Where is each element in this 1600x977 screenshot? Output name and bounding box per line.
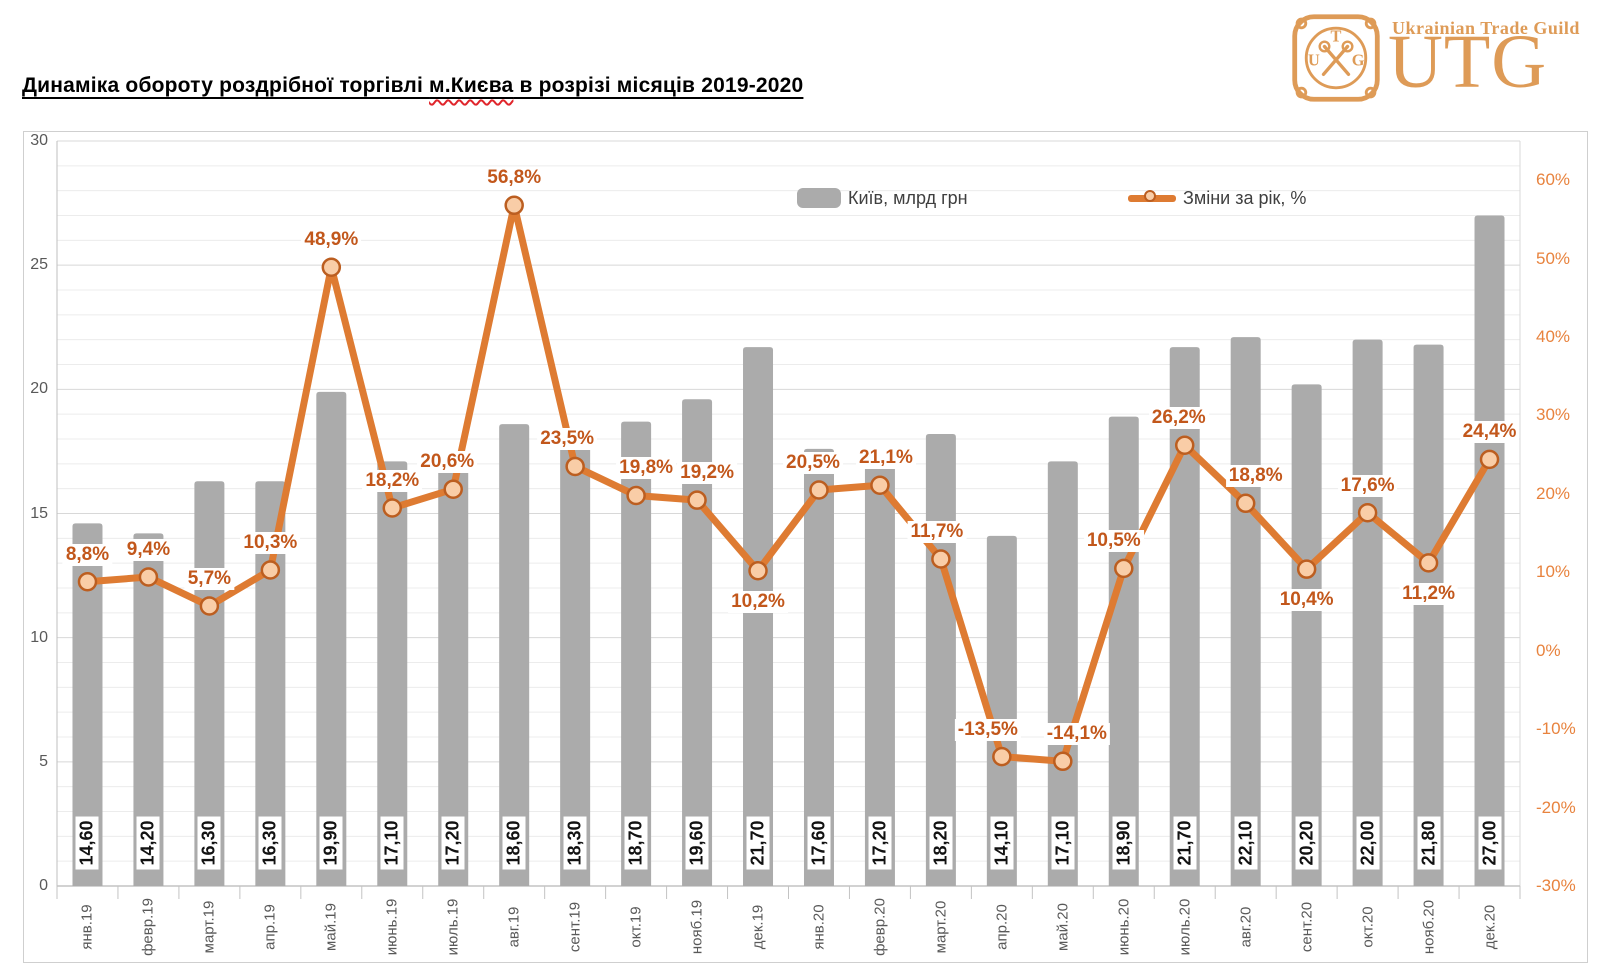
trend-marker bbox=[260, 560, 281, 580]
trend-marker bbox=[1296, 559, 1317, 579]
title-prefix: Динаміка обороту роздрібної торгівлі bbox=[22, 74, 430, 97]
legend-bar-swatch bbox=[797, 188, 841, 208]
legend-line-swatch bbox=[1128, 188, 1176, 208]
bar bbox=[986, 535, 1017, 886]
bar bbox=[316, 391, 347, 886]
bar bbox=[438, 458, 469, 886]
bar bbox=[377, 461, 408, 886]
trend-marker bbox=[687, 490, 707, 510]
trend-marker bbox=[1174, 435, 1195, 456]
trend-marker bbox=[77, 571, 98, 592]
trend-marker bbox=[870, 475, 890, 496]
trend-marker bbox=[1479, 449, 1500, 470]
page-title: Динаміка обороту роздрібної торгівлі м.К… bbox=[22, 74, 803, 98]
bar bbox=[499, 424, 530, 886]
legend-line-marker-icon bbox=[1144, 190, 1156, 202]
bar bbox=[1352, 339, 1383, 887]
bar bbox=[72, 523, 103, 886]
trend-marker bbox=[748, 560, 768, 581]
trend-line bbox=[83, 201, 1494, 765]
emblem-letter-t: T bbox=[1331, 27, 1342, 46]
trend-marker bbox=[626, 485, 646, 506]
logo-abbrev: UTG bbox=[1388, 20, 1548, 104]
trend-marker bbox=[199, 596, 220, 616]
bar bbox=[1413, 344, 1444, 887]
bar bbox=[255, 481, 286, 886]
bar bbox=[682, 399, 713, 886]
trend-marker bbox=[1235, 493, 1256, 514]
logo-guild-text: Ukrainian Trade Guild bbox=[1392, 18, 1580, 38]
bar bbox=[1169, 347, 1200, 886]
bar bbox=[621, 421, 652, 886]
legend-bar-label: Київ, млрд грн bbox=[848, 187, 968, 208]
legend-line-label: Зміни за рік, % bbox=[1183, 187, 1307, 208]
trend-marker bbox=[382, 498, 403, 518]
trend-marker bbox=[321, 257, 342, 278]
bar bbox=[743, 347, 774, 886]
trend-marker bbox=[1357, 502, 1378, 523]
bar bbox=[864, 458, 895, 886]
bar bbox=[1474, 215, 1505, 886]
trend-marker bbox=[443, 479, 463, 499]
bar bbox=[1291, 384, 1322, 886]
trend-marker bbox=[1053, 751, 1073, 772]
legend-item-bars: Київ, млрд грн bbox=[797, 187, 968, 209]
title-spellcheck-word: м.Києва bbox=[429, 74, 514, 97]
trend-marker bbox=[138, 567, 159, 587]
bar bbox=[925, 434, 956, 886]
bar bbox=[1047, 461, 1078, 886]
emblem-letter-g: G bbox=[1352, 51, 1365, 70]
trend-marker bbox=[992, 746, 1012, 767]
utg-logo: T U G Ukrainian Trade Guild UTG bbox=[1288, 8, 1588, 108]
trend-marker bbox=[565, 456, 585, 477]
bar bbox=[133, 533, 164, 886]
bar bbox=[560, 431, 591, 886]
bar bbox=[194, 481, 225, 886]
utg-emblem-icon: T U G bbox=[1292, 14, 1380, 102]
title-suffix: в розрізі місяців 2019-2020 bbox=[513, 74, 804, 97]
legend-item-line: Зміни за рік, % bbox=[1128, 187, 1306, 209]
emblem-letter-u: U bbox=[1308, 51, 1320, 70]
trend-marker bbox=[1114, 558, 1134, 579]
bar bbox=[1108, 416, 1139, 886]
bar bbox=[1230, 337, 1261, 886]
trend-marker bbox=[931, 549, 951, 569]
trend-marker bbox=[809, 480, 829, 500]
bar bbox=[803, 448, 834, 886]
trend-marker bbox=[1418, 553, 1439, 573]
trend-marker bbox=[504, 195, 524, 216]
